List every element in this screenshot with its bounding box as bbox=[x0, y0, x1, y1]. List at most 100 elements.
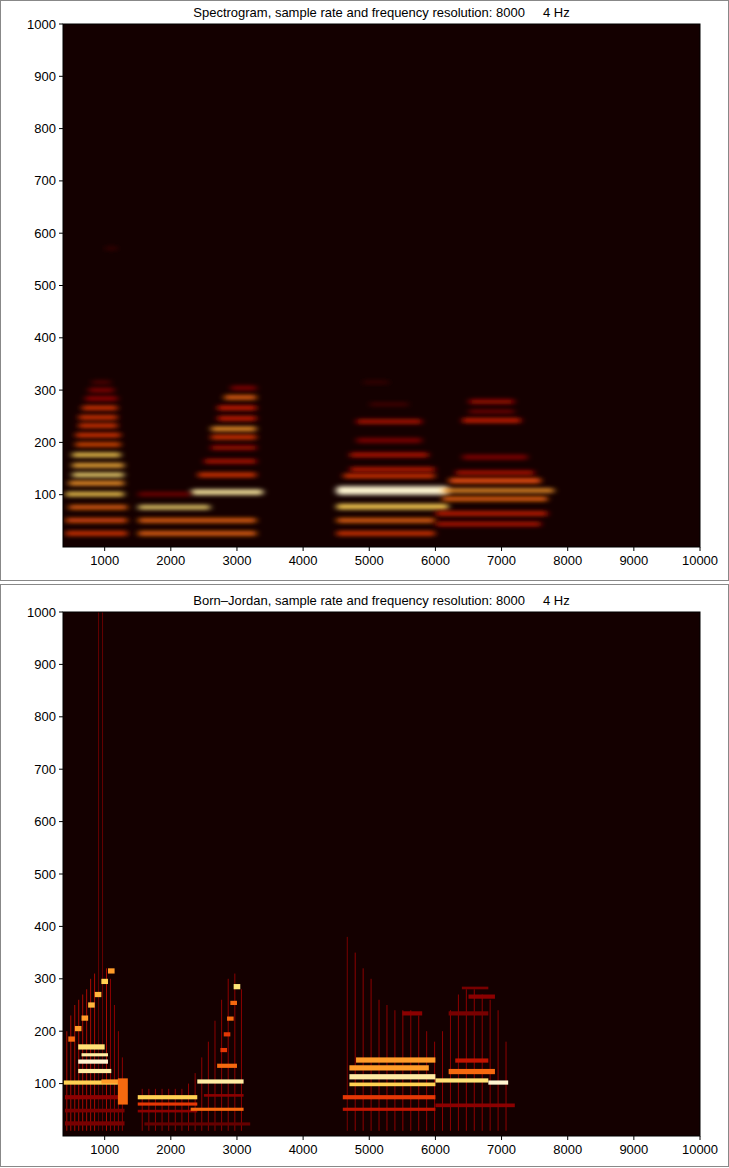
y-tick bbox=[59, 926, 63, 927]
cell bbox=[70, 1015, 71, 1130]
cell bbox=[191, 1108, 244, 1111]
plot-background bbox=[63, 24, 700, 547]
y-tick bbox=[59, 664, 63, 665]
y-tick bbox=[59, 821, 63, 822]
x-tick-label: 1000 bbox=[90, 1142, 119, 1157]
cell bbox=[110, 979, 111, 1131]
y-tick bbox=[59, 874, 63, 875]
cell bbox=[224, 1032, 231, 1036]
y-tick-label: 900 bbox=[34, 69, 56, 84]
x-tick-label: 2000 bbox=[156, 553, 185, 568]
cell bbox=[349, 1083, 435, 1087]
cell bbox=[65, 531, 128, 535]
cell bbox=[356, 438, 422, 442]
cell bbox=[336, 486, 448, 494]
cell bbox=[75, 433, 121, 437]
x-tick-label: 7000 bbox=[487, 1142, 516, 1157]
y-tick-label: 800 bbox=[34, 709, 56, 724]
y-tick bbox=[59, 612, 63, 613]
cell bbox=[468, 995, 494, 999]
cell bbox=[217, 406, 257, 410]
cell bbox=[65, 492, 125, 496]
cell bbox=[349, 453, 428, 457]
y-tick bbox=[59, 180, 63, 181]
cell bbox=[197, 1079, 243, 1083]
cell bbox=[468, 400, 514, 404]
y-tick-label: 600 bbox=[34, 226, 56, 241]
y-tick-label: 200 bbox=[34, 1024, 56, 1039]
cell bbox=[138, 1095, 198, 1099]
plot-frame bbox=[63, 24, 700, 547]
y-tick bbox=[59, 337, 63, 338]
cell bbox=[95, 992, 102, 997]
cell bbox=[72, 473, 125, 477]
cell bbox=[211, 435, 257, 439]
y-tick-label: 1000 bbox=[27, 605, 56, 620]
x-tick bbox=[435, 1136, 436, 1140]
cell bbox=[211, 427, 257, 431]
cell bbox=[449, 1011, 489, 1015]
cell bbox=[468, 410, 514, 413]
x-tick-label: 5000 bbox=[355, 1142, 384, 1157]
cell bbox=[442, 488, 554, 492]
cell bbox=[91, 381, 111, 384]
cell bbox=[356, 419, 422, 423]
cell bbox=[138, 1102, 198, 1105]
y-tick bbox=[59, 1083, 63, 1084]
y-tick-label: 700 bbox=[34, 762, 56, 777]
cell bbox=[336, 518, 435, 522]
cell bbox=[65, 1121, 125, 1125]
title: Spectrogram, sample rate and frequency r… bbox=[193, 5, 569, 20]
y-tick bbox=[59, 769, 63, 770]
cell bbox=[234, 974, 235, 1131]
y-tick bbox=[59, 442, 63, 443]
x-tick bbox=[501, 547, 502, 551]
cell bbox=[118, 1078, 128, 1104]
x-tick bbox=[633, 1136, 634, 1140]
cell bbox=[402, 1011, 422, 1015]
cell bbox=[144, 1122, 250, 1125]
cell bbox=[455, 471, 534, 475]
y-tick-label: 400 bbox=[34, 919, 56, 934]
cell bbox=[347, 937, 348, 1131]
x-tick bbox=[501, 1136, 502, 1140]
cell bbox=[197, 473, 257, 477]
y-tick-label: 100 bbox=[34, 1076, 56, 1091]
x-tick bbox=[633, 547, 634, 551]
x-tick bbox=[369, 1136, 370, 1140]
cell bbox=[227, 1017, 234, 1021]
x-tick-label: 4000 bbox=[289, 1142, 318, 1157]
cell bbox=[102, 612, 103, 1131]
cell bbox=[204, 459, 257, 463]
cell bbox=[208, 1042, 209, 1131]
y-tick-label: 300 bbox=[34, 971, 56, 986]
cells bbox=[65, 247, 554, 536]
cell bbox=[101, 979, 108, 984]
cell bbox=[106, 968, 107, 1130]
x-tick-label: 1000 bbox=[90, 553, 119, 568]
cell bbox=[191, 489, 264, 494]
x-tick bbox=[104, 547, 105, 551]
y-tick-label: 600 bbox=[34, 814, 56, 829]
cell bbox=[85, 396, 118, 400]
y-tick bbox=[59, 24, 63, 25]
y-tick bbox=[59, 494, 63, 495]
cell bbox=[65, 1109, 125, 1113]
x-tick-label: 6000 bbox=[421, 1142, 450, 1157]
cell bbox=[343, 1095, 436, 1099]
cell bbox=[72, 453, 122, 457]
cell bbox=[88, 1002, 95, 1007]
cell bbox=[78, 1059, 108, 1063]
cell bbox=[349, 1074, 435, 1079]
cell bbox=[462, 987, 488, 990]
cell bbox=[426, 1031, 427, 1131]
y-tick-label: 1000 bbox=[27, 17, 56, 32]
cell bbox=[349, 1065, 428, 1070]
y-tick bbox=[59, 285, 63, 286]
x-tick-label: 3000 bbox=[223, 553, 252, 568]
cell bbox=[336, 531, 435, 535]
cell bbox=[462, 418, 522, 422]
cell bbox=[72, 463, 125, 467]
cell bbox=[75, 1026, 82, 1031]
figure: 1000200030004000500060007000800090001000… bbox=[0, 0, 729, 1168]
